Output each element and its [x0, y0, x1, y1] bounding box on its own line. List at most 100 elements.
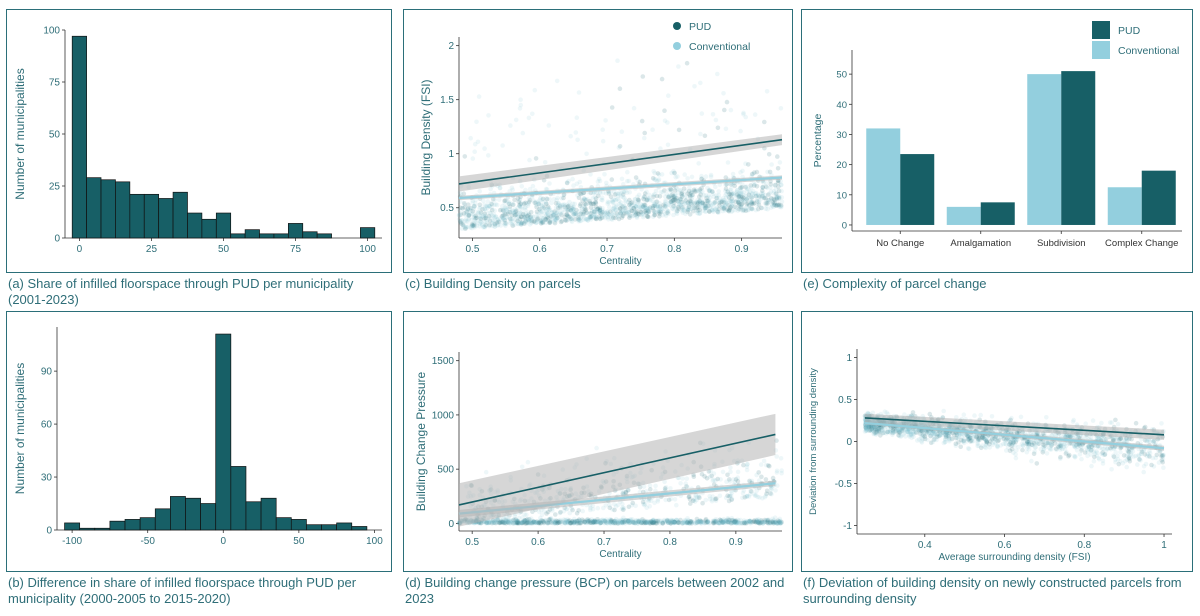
scatter-point — [574, 518, 579, 524]
scatter-point — [483, 521, 489, 526]
scatter-point — [620, 213, 626, 219]
scatter-point — [713, 498, 719, 503]
scatter-point — [613, 197, 618, 202]
histogram-bar — [200, 503, 217, 531]
scatter-point — [527, 521, 532, 526]
scatter-point — [748, 185, 754, 190]
scatter-point — [715, 520, 720, 525]
scatter-point — [907, 432, 912, 438]
scatter-point — [464, 208, 470, 214]
scatter-point — [588, 520, 594, 525]
scatter-point — [727, 494, 732, 499]
scatter-point — [526, 212, 531, 217]
scatter-point — [898, 434, 904, 439]
scatter-point — [585, 218, 591, 223]
scatter-point — [515, 519, 520, 524]
scatter-point — [750, 201, 756, 207]
scatter-point — [679, 194, 685, 199]
scatter-point — [715, 209, 720, 215]
scatter-point — [1100, 461, 1106, 466]
scatter-point — [696, 188, 702, 194]
scatter-point — [644, 519, 650, 525]
scatter-point — [703, 208, 709, 214]
scatter-point — [554, 213, 559, 219]
scatter-point — [653, 518, 659, 524]
scatter-point — [694, 200, 699, 206]
scatter-point — [689, 194, 695, 200]
scatter-point — [521, 518, 526, 524]
scatter-point — [699, 173, 704, 179]
scatter-point — [480, 206, 485, 212]
scatter-point — [773, 195, 779, 201]
scatter-point — [587, 211, 592, 217]
scatter-point — [863, 425, 869, 430]
scatter-point — [652, 212, 658, 217]
scatter-point — [1147, 454, 1152, 459]
scatter-point — [655, 203, 660, 208]
scatter-point — [598, 211, 604, 216]
scatter-point — [482, 218, 487, 224]
scatter-point — [760, 184, 765, 190]
scatter-point — [665, 518, 670, 523]
scatter-point — [909, 431, 914, 437]
scatter-point — [753, 193, 759, 199]
scatter-point — [530, 509, 535, 514]
scatter-point — [591, 201, 596, 207]
scatter-point — [629, 503, 635, 508]
scatter-point — [621, 194, 626, 200]
scatter-point — [1058, 454, 1063, 460]
scatter-point — [503, 521, 509, 526]
scatter-point — [1042, 443, 1047, 449]
scatter-point — [1127, 455, 1133, 460]
scatter-point — [528, 518, 534, 523]
scatter-point — [551, 213, 556, 218]
scatter-point — [649, 520, 655, 525]
scatter-point — [531, 198, 536, 203]
scatter-point — [487, 204, 492, 209]
scatter-point — [879, 426, 885, 432]
scatter-point — [641, 214, 646, 220]
scatter-point — [641, 212, 646, 218]
scatter-point — [487, 210, 493, 215]
scatter-point — [645, 214, 650, 219]
scatter-point — [548, 515, 554, 521]
scatter-point — [672, 193, 678, 199]
scatter-point — [642, 194, 647, 199]
histogram-bar — [351, 526, 368, 531]
scatter-point — [463, 212, 468, 218]
scatter-point — [958, 437, 964, 443]
scatter-point — [775, 202, 780, 208]
scatter-point — [492, 197, 498, 202]
scatter-point — [687, 519, 692, 525]
scatter-point — [601, 209, 607, 214]
scatter-point — [732, 479, 737, 485]
scatter-point — [538, 520, 544, 526]
panel-e: 0 10 20 30 40 50 Percentage No Change Amalgamati… — [801, 9, 1193, 273]
scatter-point — [534, 519, 540, 524]
scatter-point — [622, 519, 627, 524]
scatter-point — [666, 93, 671, 98]
scatter-point — [573, 211, 578, 216]
scatter-point — [665, 210, 670, 215]
scatter-point — [631, 105, 637, 111]
scatter-point — [470, 223, 475, 229]
scatter-point — [672, 519, 678, 525]
scatter-point — [698, 131, 703, 137]
scatter-point — [527, 218, 532, 223]
scatter-point — [568, 521, 573, 526]
scatter-point — [512, 222, 517, 228]
scatter-point — [597, 214, 602, 219]
scatter-point — [677, 187, 683, 193]
scatter-point — [529, 217, 535, 222]
scatter-point — [552, 220, 558, 226]
scatter-point — [1004, 448, 1009, 453]
scatter-point — [615, 518, 621, 523]
scatter-point — [549, 214, 555, 219]
y-tick-label: -0.5 — [835, 479, 853, 490]
scatter-point — [1011, 450, 1016, 455]
x-tick-label: 100 — [359, 244, 376, 255]
scatter-point — [635, 211, 641, 217]
scatter-point — [670, 201, 676, 207]
scatter-point — [581, 213, 586, 218]
scatter-point — [644, 520, 649, 525]
